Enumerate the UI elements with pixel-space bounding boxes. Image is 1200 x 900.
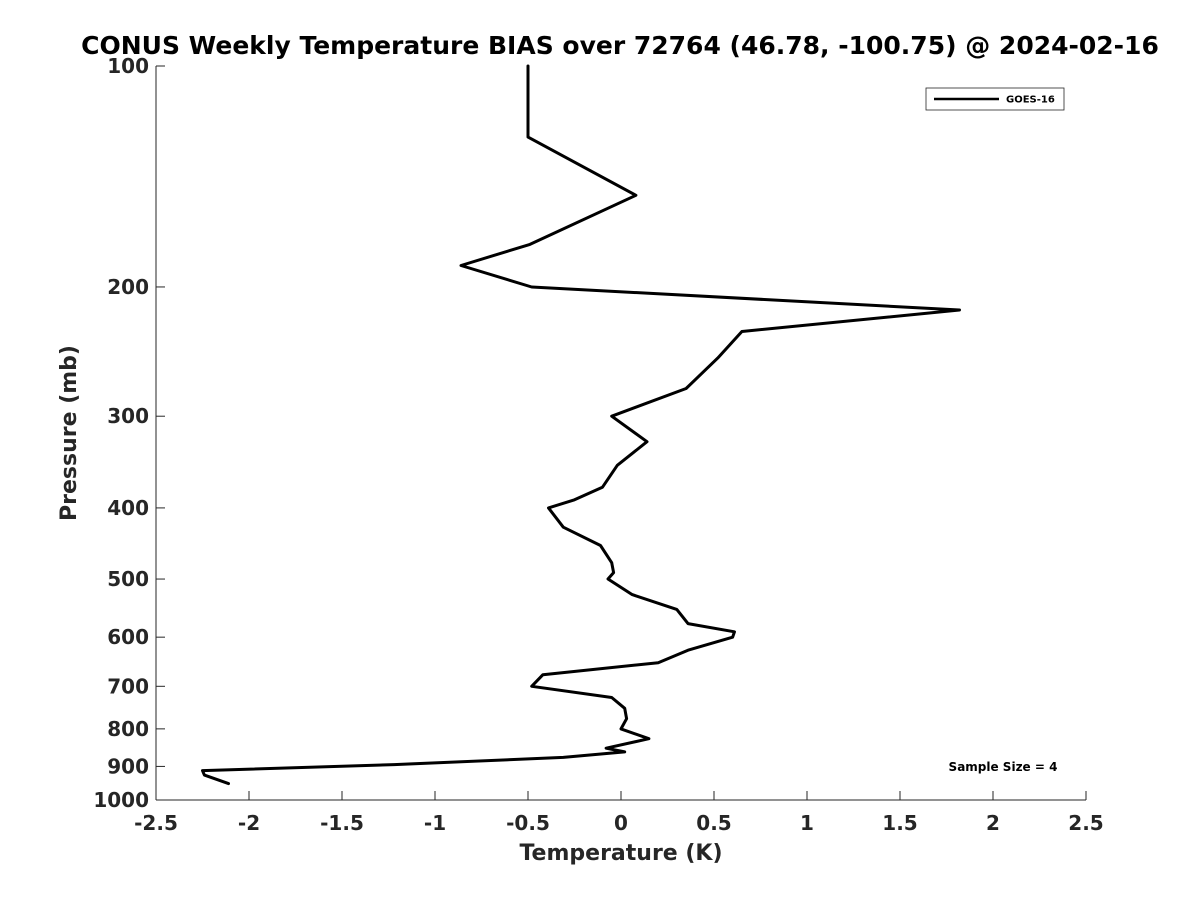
chart-title: CONUS Weekly Temperature BIAS over 72764… — [81, 31, 1159, 60]
y-tick-label: 300 — [107, 404, 149, 428]
series-layer — [201, 64, 961, 786]
x-tick-label: 2.5 — [1068, 811, 1103, 835]
legend-label-goes-16: GOES-16 — [1006, 95, 1055, 106]
x-tick-label: 1.5 — [882, 811, 917, 835]
y-axis-label: Pressure (mb) — [57, 345, 82, 521]
x-tick-label: -2.5 — [134, 811, 178, 835]
y-tick-label: 700 — [107, 674, 149, 698]
x-tick-label: -1.5 — [320, 811, 364, 835]
x-tick-label: 0.5 — [696, 811, 731, 835]
x-tick-label: -0.5 — [506, 811, 550, 835]
x-tick-label: -2 — [238, 811, 260, 835]
x-tick-label: 2 — [986, 811, 1000, 835]
y-tick-label: 600 — [107, 625, 149, 649]
y-tick-label: 900 — [107, 754, 149, 778]
y-tick-label: 500 — [107, 567, 149, 591]
y-tick-label: 800 — [107, 717, 149, 741]
y-tick-label: 400 — [107, 496, 149, 520]
y-tick-label: 1000 — [93, 788, 149, 812]
y-axis-ticks: 100 200 300 400 500 600 700 800 900 1000 — [93, 54, 165, 812]
x-tick-label: -1 — [424, 811, 446, 835]
series-line-goes-16 — [201, 64, 961, 786]
x-axis-label: Temperature (K) — [519, 841, 722, 866]
sample-size-annotation: Sample Size = 4 — [949, 760, 1058, 774]
legend: GOES-16 — [925, 87, 1065, 111]
y-tick-label: 200 — [107, 275, 149, 299]
x-axis-ticks: -2.5 -2 -1.5 -1 -0.5 0 0.5 1 1.5 2 2.5 — [134, 791, 1104, 835]
y-tick-label: 100 — [107, 54, 149, 78]
x-tick-label: 0 — [614, 811, 628, 835]
x-tick-label: 1 — [800, 811, 814, 835]
